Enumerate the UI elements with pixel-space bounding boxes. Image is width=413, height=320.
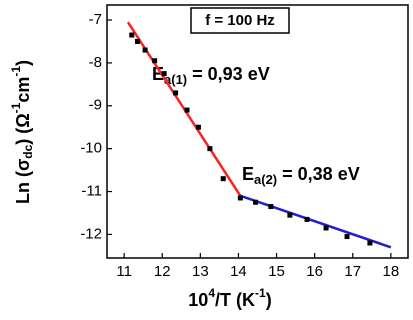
data-point	[152, 58, 158, 64]
fit-line	[239, 194, 392, 249]
x-tick-label: 13	[192, 263, 209, 280]
x-label-part: /T (K	[215, 290, 255, 310]
data-point	[161, 71, 167, 77]
annotation-box	[190, 7, 290, 34]
y-label-part: )	[13, 60, 33, 66]
x-label-part: -1	[255, 286, 266, 300]
x-label-part: )	[266, 290, 272, 310]
y-tick-label: -8	[89, 54, 102, 71]
data-point	[173, 90, 179, 96]
data-point	[207, 146, 213, 152]
annotation: f = 100 Hz	[205, 12, 275, 29]
x-label-part: 10	[188, 290, 208, 310]
fit-label: Ea(2) = 0,38 eV	[242, 164, 360, 188]
y-label-part: -1	[9, 66, 23, 77]
y-label-part: dc	[21, 144, 35, 158]
y-tick-label: -12	[80, 225, 102, 242]
data-point	[142, 47, 148, 53]
data-point	[304, 216, 310, 222]
x-tick-label: 18	[383, 263, 400, 280]
data-point	[268, 204, 274, 210]
x-tick-label: 16	[306, 263, 323, 280]
data-point	[134, 38, 140, 44]
y-label-part: cm	[13, 77, 33, 103]
y-tick-label: -10	[80, 140, 102, 157]
y-tick-label: -11	[81, 183, 102, 200]
fit-label-part: E	[152, 64, 164, 84]
x-label-part: 4	[208, 286, 215, 300]
plot-frame	[106, 4, 409, 259]
data-point	[253, 199, 259, 205]
y-axis-label: Ln (σdc) (Ω-1cm-1)	[9, 60, 35, 204]
data-point	[220, 176, 226, 182]
x-tick-label: 11	[116, 263, 132, 280]
fit-label-part: E	[242, 164, 254, 184]
data-point	[344, 234, 350, 240]
x-tick-label: 12	[154, 263, 171, 280]
x-tick-label: 14	[230, 263, 247, 280]
fit-label-part: = 0,93 eV	[187, 64, 270, 84]
x-tick-label: 15	[268, 263, 285, 280]
data-point	[237, 195, 243, 201]
data-point	[195, 124, 201, 130]
x-tick-label: 17	[344, 263, 361, 280]
y-tick-label: -9	[89, 97, 102, 114]
data-point	[184, 107, 190, 113]
fit-label-part: = 0,38 eV	[277, 164, 360, 184]
data-point	[323, 225, 329, 231]
y-label-part: -1	[9, 102, 23, 113]
fit-label-part: a(1)	[164, 72, 187, 87]
y-tick-label: -7	[89, 11, 102, 28]
data-point	[367, 240, 373, 246]
fit-label-part: a(2)	[254, 172, 277, 187]
fit-label: Ea(1) = 0,93 eV	[152, 64, 270, 88]
data-point	[129, 32, 135, 38]
y-label-part: Ln (σ	[13, 159, 33, 204]
x-axis-label: 104/T (K-1)	[188, 286, 271, 310]
y-label-part: ) (Ω	[13, 113, 33, 144]
data-point	[287, 212, 293, 218]
